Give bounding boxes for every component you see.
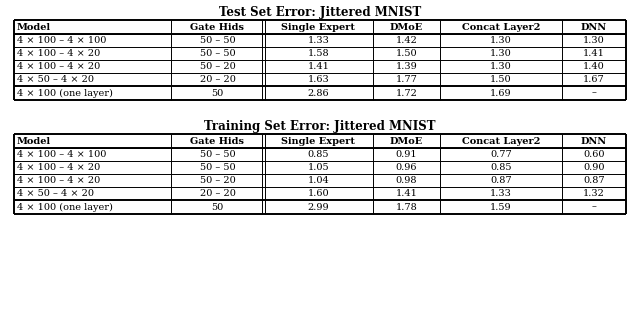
Text: 50: 50 [211,202,223,212]
Text: 1.40: 1.40 [583,62,605,71]
Text: 4 × 100 – 4 × 20: 4 × 100 – 4 × 20 [17,62,100,71]
Text: 1.58: 1.58 [308,49,329,58]
Text: 1.50: 1.50 [396,49,417,58]
Text: 0.85: 0.85 [490,163,512,172]
Text: 1.30: 1.30 [490,36,512,45]
Text: 0.90: 0.90 [583,163,605,172]
Text: Model: Model [17,23,51,31]
Text: 50 – 50: 50 – 50 [200,49,236,58]
Text: DMoE: DMoE [390,23,423,31]
Text: 1.30: 1.30 [583,36,605,45]
Text: 4 × 100 (one layer): 4 × 100 (one layer) [17,88,113,97]
Text: 1.30: 1.30 [490,62,512,71]
Text: 4 × 50 – 4 × 20: 4 × 50 – 4 × 20 [17,75,94,84]
Text: 4 × 100 – 4 × 20: 4 × 100 – 4 × 20 [17,176,100,185]
Text: Gate Hids: Gate Hids [191,136,244,146]
Text: 50 – 20: 50 – 20 [200,62,236,71]
Text: 2.86: 2.86 [308,89,329,97]
Text: 1.04: 1.04 [308,176,329,185]
Text: Model: Model [17,136,51,146]
Text: 4 × 100 – 4 × 100: 4 × 100 – 4 × 100 [17,150,106,159]
Text: 20 – 20: 20 – 20 [200,75,236,84]
Text: 0.96: 0.96 [396,163,417,172]
Text: 0.60: 0.60 [583,150,605,159]
Text: Test Set Error: Jittered MNIST: Test Set Error: Jittered MNIST [219,6,421,19]
Text: 0.87: 0.87 [583,176,605,185]
Text: –: – [591,202,596,212]
Text: 2.99: 2.99 [308,202,329,212]
Text: 1.39: 1.39 [396,62,417,71]
Text: Single Expert: Single Expert [282,136,355,146]
Text: 1.41: 1.41 [583,49,605,58]
Text: 1.50: 1.50 [490,75,512,84]
Text: 1.72: 1.72 [396,89,417,97]
Text: 1.41: 1.41 [396,189,417,198]
Text: 1.32: 1.32 [583,189,605,198]
Text: 1.67: 1.67 [583,75,605,84]
Text: 0.85: 0.85 [308,150,329,159]
Text: 4 × 100 (one layer): 4 × 100 (one layer) [17,202,113,212]
Text: 50 – 50: 50 – 50 [200,163,236,172]
Text: 1.33: 1.33 [307,36,330,45]
Text: 1.77: 1.77 [396,75,417,84]
Text: 1.69: 1.69 [490,89,512,97]
Text: 0.98: 0.98 [396,176,417,185]
Text: 4 × 100 – 4 × 20: 4 × 100 – 4 × 20 [17,49,100,58]
Text: 1.33: 1.33 [490,189,512,198]
Text: 4 × 100 – 4 × 20: 4 × 100 – 4 × 20 [17,163,100,172]
Text: 4 × 50 – 4 × 20: 4 × 50 – 4 × 20 [17,189,94,198]
Text: 50 – 50: 50 – 50 [200,36,236,45]
Text: 20 – 20: 20 – 20 [200,189,236,198]
Text: 0.91: 0.91 [396,150,417,159]
Text: 1.63: 1.63 [308,75,329,84]
Text: 1.30: 1.30 [490,49,512,58]
Text: 1.59: 1.59 [490,202,512,212]
Text: DNN: DNN [581,23,607,31]
Text: –: – [591,89,596,97]
Text: 0.77: 0.77 [490,150,512,159]
Text: Concat Layer2: Concat Layer2 [462,23,540,31]
Text: DMoE: DMoE [390,136,423,146]
Text: 50 – 20: 50 – 20 [200,176,236,185]
Text: 4 × 100 – 4 × 100: 4 × 100 – 4 × 100 [17,36,106,45]
Text: DNN: DNN [581,136,607,146]
Text: Concat Layer2: Concat Layer2 [462,136,540,146]
Text: 1.41: 1.41 [307,62,330,71]
Text: Gate Hids: Gate Hids [191,23,244,31]
Text: 1.60: 1.60 [308,189,329,198]
Text: Single Expert: Single Expert [282,23,355,31]
Text: 0.87: 0.87 [490,176,512,185]
Text: 50 – 50: 50 – 50 [200,150,236,159]
Text: 1.78: 1.78 [396,202,417,212]
Text: Training Set Error: Jittered MNIST: Training Set Error: Jittered MNIST [204,120,436,133]
Text: 1.05: 1.05 [308,163,329,172]
Text: 1.42: 1.42 [396,36,417,45]
Text: 50: 50 [211,89,223,97]
